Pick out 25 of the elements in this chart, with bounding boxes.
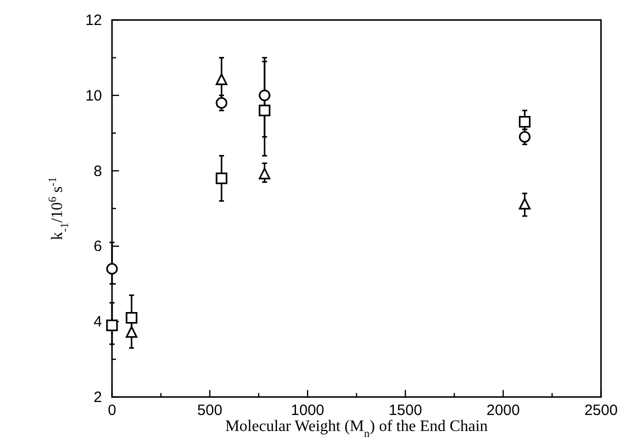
x-tick-label: 2000 (486, 402, 520, 419)
y-tick-label: 4 (94, 314, 102, 331)
y-tick-label: 2 (94, 389, 102, 406)
y-tick-label: 10 (85, 87, 102, 104)
y-tick-label: 6 (94, 238, 102, 256)
point (258, 168, 270, 180)
y-tick-label: 12 (85, 12, 102, 29)
x-tick-label: 500 (197, 402, 222, 419)
point (216, 97, 228, 109)
point (216, 172, 228, 184)
y-tick-label: 8 (94, 162, 102, 180)
x-tick-label: 1000 (290, 402, 324, 419)
point (106, 320, 118, 332)
point (518, 198, 531, 210)
point (126, 312, 138, 324)
point (106, 263, 118, 275)
x-tick-label: 2500 (584, 402, 618, 419)
x-axis-title: Molecular Weight (M$_{n}$) of the End Chain (225, 418, 488, 440)
point (258, 104, 270, 116)
point (258, 90, 270, 102)
x-tick-label: 1500 (388, 402, 422, 419)
x-tick-label: 0 (108, 402, 116, 419)
point (126, 326, 138, 338)
point (518, 116, 531, 128)
point (216, 74, 228, 86)
